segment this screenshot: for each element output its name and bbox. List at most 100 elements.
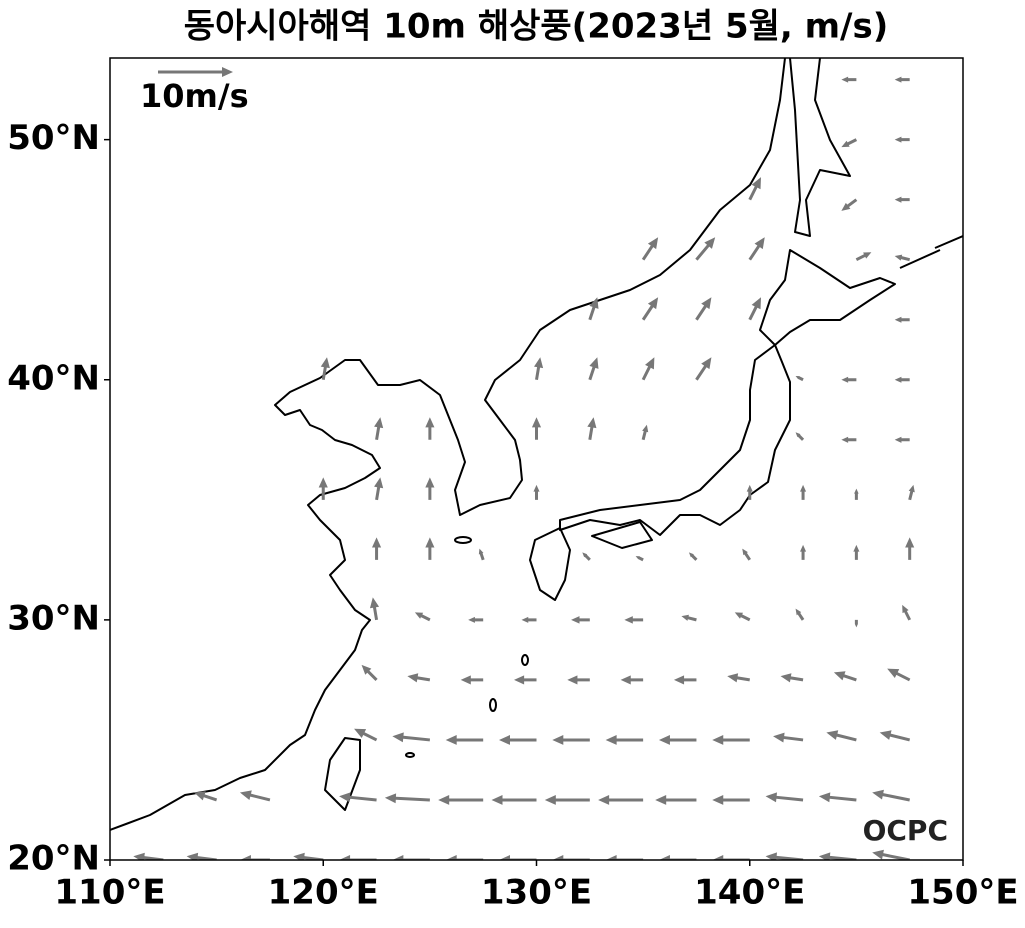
wind-arrow	[499, 855, 537, 860]
wind-arrow	[194, 791, 218, 802]
wind-arrow	[133, 852, 164, 860]
map-title: 동아시아해역 10m 해상풍(2023년 5월, m/s)	[184, 7, 889, 47]
wind-arrow	[833, 671, 857, 682]
wind-arrow	[746, 484, 753, 500]
jeju	[454, 536, 472, 544]
wind-arrow	[734, 612, 751, 622]
x-tick-label: 150°E	[907, 873, 1018, 913]
wind-arrow	[853, 544, 860, 560]
wind-arrow	[908, 484, 915, 501]
wind-arrow	[468, 616, 484, 623]
wind-arrow	[641, 357, 655, 381]
wind-arrow	[544, 795, 590, 805]
wind-arrow	[372, 537, 382, 560]
wind-arrow	[445, 855, 484, 860]
wind-arrow	[894, 136, 910, 143]
y-tick-label: 30°N	[7, 598, 100, 638]
wind-arrow	[854, 619, 858, 628]
wind-arrow	[712, 855, 750, 860]
mainland-coast	[110, 58, 786, 831]
wind-arrow	[582, 552, 591, 561]
kyushu	[529, 527, 571, 601]
wind-arrow	[841, 436, 857, 443]
hokkaido	[759, 249, 896, 346]
wind-arrow	[894, 254, 911, 262]
x-tick-label: 120°E	[268, 873, 379, 913]
wind-arrow	[361, 664, 378, 681]
reference-label: 10m/s	[140, 77, 249, 115]
wind-arrow	[392, 732, 431, 743]
sakhalin	[789, 58, 851, 237]
wind-arrow	[841, 198, 858, 211]
wind-arrow	[773, 732, 804, 743]
island	[521, 654, 529, 666]
wind-arrow	[392, 855, 430, 860]
wind-arrow	[818, 852, 857, 860]
wind-arrow	[414, 612, 431, 622]
wind-arrow	[800, 544, 807, 560]
x-tick-label: 140°E	[694, 873, 805, 913]
wind-arrow	[727, 673, 750, 683]
x-tick-label: 110°E	[54, 873, 165, 913]
wind-arrow	[339, 855, 377, 860]
kuril	[899, 235, 963, 269]
wind-arrow	[369, 597, 380, 621]
wind-arrow	[641, 237, 659, 261]
wind-arrow	[425, 477, 435, 500]
wind-arrow	[491, 795, 537, 805]
wind-arrow	[658, 734, 697, 745]
wind-arrow	[712, 734, 750, 745]
y-tick-label: 50°N	[7, 118, 100, 158]
wind-arrow	[879, 730, 911, 742]
wind-arrow	[567, 675, 590, 685]
wind-arrow	[445, 734, 484, 745]
wind-arrow	[571, 616, 590, 624]
wind-arrow	[239, 790, 271, 802]
wind-arrow	[533, 484, 540, 500]
wind-arrow	[795, 376, 804, 382]
wind-arrow	[854, 488, 859, 500]
wind-arrow	[894, 436, 910, 443]
wind-arrow	[605, 734, 644, 745]
wind-arrow	[531, 417, 542, 440]
wind-arrow	[598, 795, 644, 805]
wind-arrow	[748, 297, 761, 321]
wind-arrow	[641, 424, 649, 441]
wind-arrow	[438, 795, 484, 805]
wind-arrow	[800, 484, 807, 500]
island	[489, 698, 497, 712]
wind-arrow	[534, 357, 544, 381]
wind-arrow	[384, 793, 430, 804]
wind-arrow	[239, 855, 270, 860]
wind-arrow	[293, 852, 324, 860]
wind-arrow	[872, 849, 910, 860]
y-tick-label: 20°N	[7, 839, 100, 879]
shikoku	[591, 521, 653, 549]
wind-arrow	[620, 675, 644, 685]
wind-arrow	[641, 297, 659, 321]
wind-arrow	[521, 616, 537, 623]
wind-arrow	[374, 417, 384, 441]
wind-arrow	[339, 792, 377, 803]
wind-arrow	[681, 614, 697, 622]
wind-arrow	[712, 795, 750, 805]
x-tick-label: 130°E	[481, 873, 592, 913]
wind-arrow	[695, 237, 716, 261]
wind-arrow	[872, 789, 910, 802]
wind-arrow	[374, 477, 384, 501]
wind-arrow	[841, 138, 858, 148]
honshu	[559, 344, 791, 536]
wind-arrow	[765, 852, 804, 860]
wind-arrow	[624, 616, 644, 624]
wind-arrow	[552, 855, 590, 860]
wind-arrow	[605, 855, 644, 860]
watermark: OCPC	[863, 814, 948, 847]
wind-arrow	[855, 252, 872, 262]
wind-arrow	[552, 734, 590, 745]
wind-arrow	[748, 237, 765, 261]
wind-arrow	[780, 673, 804, 683]
wind-field	[110, 76, 915, 860]
wind-arrow	[826, 730, 857, 742]
wind-arrow	[318, 477, 328, 500]
